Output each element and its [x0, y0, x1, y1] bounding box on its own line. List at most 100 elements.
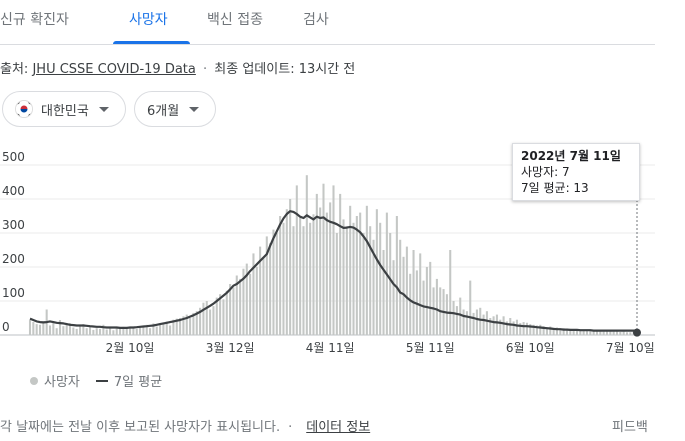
- deaths-bar: [375, 209, 378, 335]
- deaths-bar: [129, 328, 132, 335]
- deaths-bar: [105, 329, 108, 335]
- deaths-bar: [82, 324, 85, 335]
- deaths-bar: [205, 301, 208, 335]
- deaths-chart[interactable]: 0 100 200 300 400 500 2월 10일 3월 12일 4월 11일 5월 11…: [0, 140, 685, 365]
- deaths-bar: [222, 299, 225, 335]
- deaths-bar: [295, 185, 298, 335]
- deaths-bar: [429, 261, 432, 335]
- deaths-bar: [569, 328, 572, 335]
- deaths-bar: [202, 302, 205, 335]
- deaths-bar: [355, 216, 358, 335]
- deaths-bar: [35, 324, 38, 335]
- deaths-bar: [529, 324, 532, 335]
- deaths-bar: [165, 321, 168, 335]
- deaths-bar: [512, 321, 515, 335]
- deaths-bar: [185, 314, 188, 335]
- deaths-bar: [302, 226, 305, 335]
- feedback-link[interactable]: 피드백: [612, 420, 648, 435]
- deaths-bar: [609, 331, 612, 335]
- deaths-bar: [152, 323, 155, 335]
- deaths-bar: [452, 301, 455, 335]
- deaths-bar: [489, 318, 492, 335]
- deaths-bar: [535, 325, 538, 335]
- tooltip-average: 7일 평균: 13: [521, 181, 589, 195]
- deaths-bar: [289, 199, 292, 335]
- x-tick-label: 5월 11일: [406, 341, 455, 355]
- deaths-bar: [395, 216, 398, 335]
- deaths-bar: [155, 326, 158, 335]
- chart-legend: 사망자 7일 평균: [30, 371, 162, 390]
- deaths-bar: [475, 309, 478, 335]
- deaths-bar: [579, 329, 582, 335]
- y-tick-label: 500: [2, 150, 25, 164]
- tab-tests[interactable]: 검사: [303, 12, 329, 28]
- deaths-bar: [465, 311, 468, 335]
- deaths-bar: [449, 250, 452, 335]
- footer-separator: ·: [288, 420, 293, 435]
- tab-deaths[interactable]: 사망자: [129, 12, 168, 28]
- deaths-bar: [219, 294, 222, 335]
- deaths-bar: [559, 328, 562, 335]
- deaths-bar: [622, 331, 625, 335]
- deaths-bar: [52, 323, 55, 335]
- deaths-bar: [199, 307, 202, 335]
- deaths-bar: [169, 325, 172, 335]
- hover-point: [633, 328, 641, 337]
- period-label: 6개월: [147, 103, 180, 119]
- deaths-bar: [505, 321, 508, 335]
- period-selector[interactable]: 6개월: [134, 91, 216, 127]
- deaths-bar: [455, 306, 458, 335]
- deaths-bar: [315, 193, 318, 335]
- deaths-bar: [515, 319, 518, 335]
- tab-new-cases[interactable]: 신규 확진자: [0, 12, 69, 28]
- y-tick-label: 200: [2, 252, 25, 266]
- x-tick-label: 7월 10일: [606, 341, 655, 355]
- deaths-bar: [522, 322, 525, 335]
- data-info-link[interactable]: 데이터 정보: [306, 420, 371, 435]
- deaths-bar: [575, 330, 579, 335]
- deaths-bar: [309, 222, 312, 335]
- deaths-bar: [145, 324, 148, 335]
- deaths-bar: [482, 314, 485, 335]
- deaths-bar: [485, 311, 488, 335]
- deaths-bar: [242, 268, 245, 335]
- deaths-bar: [75, 328, 78, 335]
- deaths-bar: [259, 246, 262, 335]
- deaths-bar: [85, 328, 88, 335]
- deaths-bar: [479, 307, 482, 335]
- tab-bar: 신규 확진자 사망자 백신 접종 검사: [0, 0, 655, 45]
- deaths-bar: [405, 246, 408, 335]
- country-selector[interactable]: 대한민국: [2, 91, 126, 127]
- deaths-bar: [255, 267, 258, 335]
- x-tick-label: 4월 11일: [306, 341, 355, 355]
- deaths-bar: [435, 278, 438, 335]
- deaths-bar: [382, 250, 385, 335]
- footer-note: 각 날짜에는 전날 이후 보고된 사망자가 표시됩니다. · 데이터 정보: [0, 416, 370, 435]
- deaths-bar: [272, 229, 275, 335]
- deaths-bar: [319, 207, 322, 335]
- deaths-bar: [565, 329, 568, 335]
- deaths-bar: [279, 216, 282, 335]
- deaths-bar: [492, 316, 495, 335]
- y-tick-label: 300: [2, 218, 25, 232]
- deaths-bar: [28, 320, 32, 335]
- deaths-bar: [78, 325, 82, 335]
- deaths-bar: [239, 278, 242, 335]
- deaths-bar: [595, 330, 599, 335]
- deaths-bar: [372, 239, 375, 335]
- deaths-bar: [225, 290, 228, 335]
- deaths-bar: [379, 222, 382, 335]
- deaths-bar: [445, 294, 448, 335]
- deaths-bar: [525, 322, 528, 335]
- deaths-bar: [542, 326, 545, 335]
- deaths-bar: [235, 275, 238, 335]
- deaths-bar: [392, 260, 395, 335]
- deaths-bar: [48, 325, 52, 335]
- deaths-bar: [495, 314, 498, 335]
- tab-vaccination[interactable]: 백신 접종: [207, 12, 263, 28]
- source-link[interactable]: JHU CSSE COVID-19 Data: [32, 62, 196, 77]
- deaths-bar: [312, 214, 315, 335]
- source-line: 출처: JHU CSSE COVID-19 Data · 최종 업데이트: 13…: [0, 58, 355, 77]
- y-tick-label: 400: [2, 184, 25, 198]
- deaths-bar: [275, 233, 278, 335]
